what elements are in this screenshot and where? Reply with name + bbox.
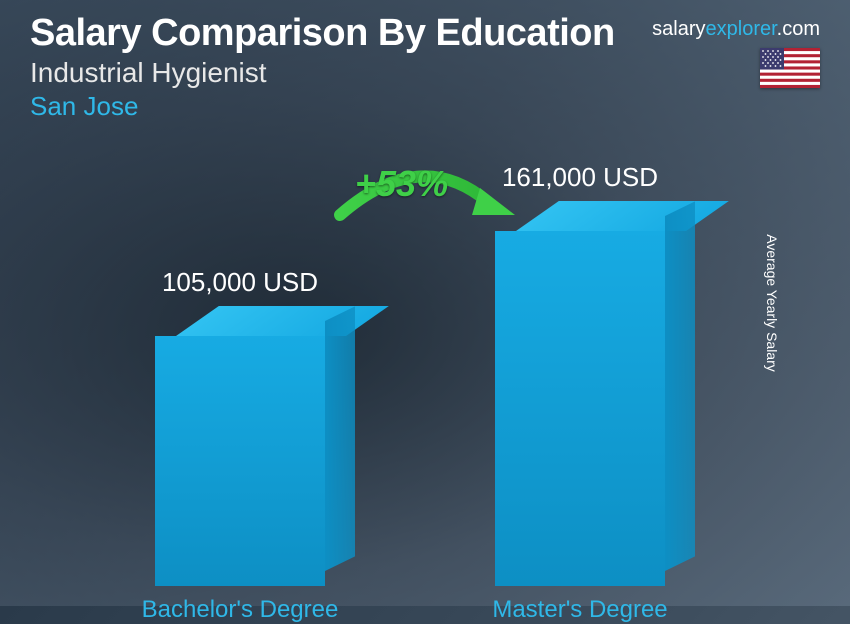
bar-value: 161,000 USD [450, 162, 710, 193]
bar-label: Master's Degree [450, 596, 710, 624]
bar-value: 105,000 USD [110, 267, 370, 298]
brand-logo: salaryexplorer.com [652, 18, 820, 41]
bar-3d [155, 336, 325, 586]
bar-top-face [516, 201, 729, 231]
chart-area: 105,000 USDBachelor's Degree 161,000 USDM… [60, 166, 770, 586]
bar-3d [495, 231, 665, 586]
location: San Jose [30, 91, 820, 122]
brand-accent: explorer [706, 18, 777, 40]
y-axis-label: Average Yearly Salary [763, 234, 779, 372]
bar-front-face [155, 336, 325, 586]
bar-side-face [325, 306, 355, 571]
brand-prefix: salary [652, 18, 705, 40]
job-title: Industrial Hygienist [30, 57, 820, 89]
bar-label: Bachelor's Degree [110, 596, 370, 624]
bar-top-face [176, 306, 389, 336]
bar-group: 105,000 USDBachelor's Degree [140, 336, 340, 586]
bar-front-face [495, 231, 665, 586]
us-flag-icon [760, 48, 820, 88]
bar-group: 161,000 USDMaster's Degree [480, 231, 680, 586]
brand-suffix: .com [777, 18, 820, 40]
bar-side-face [665, 201, 695, 571]
